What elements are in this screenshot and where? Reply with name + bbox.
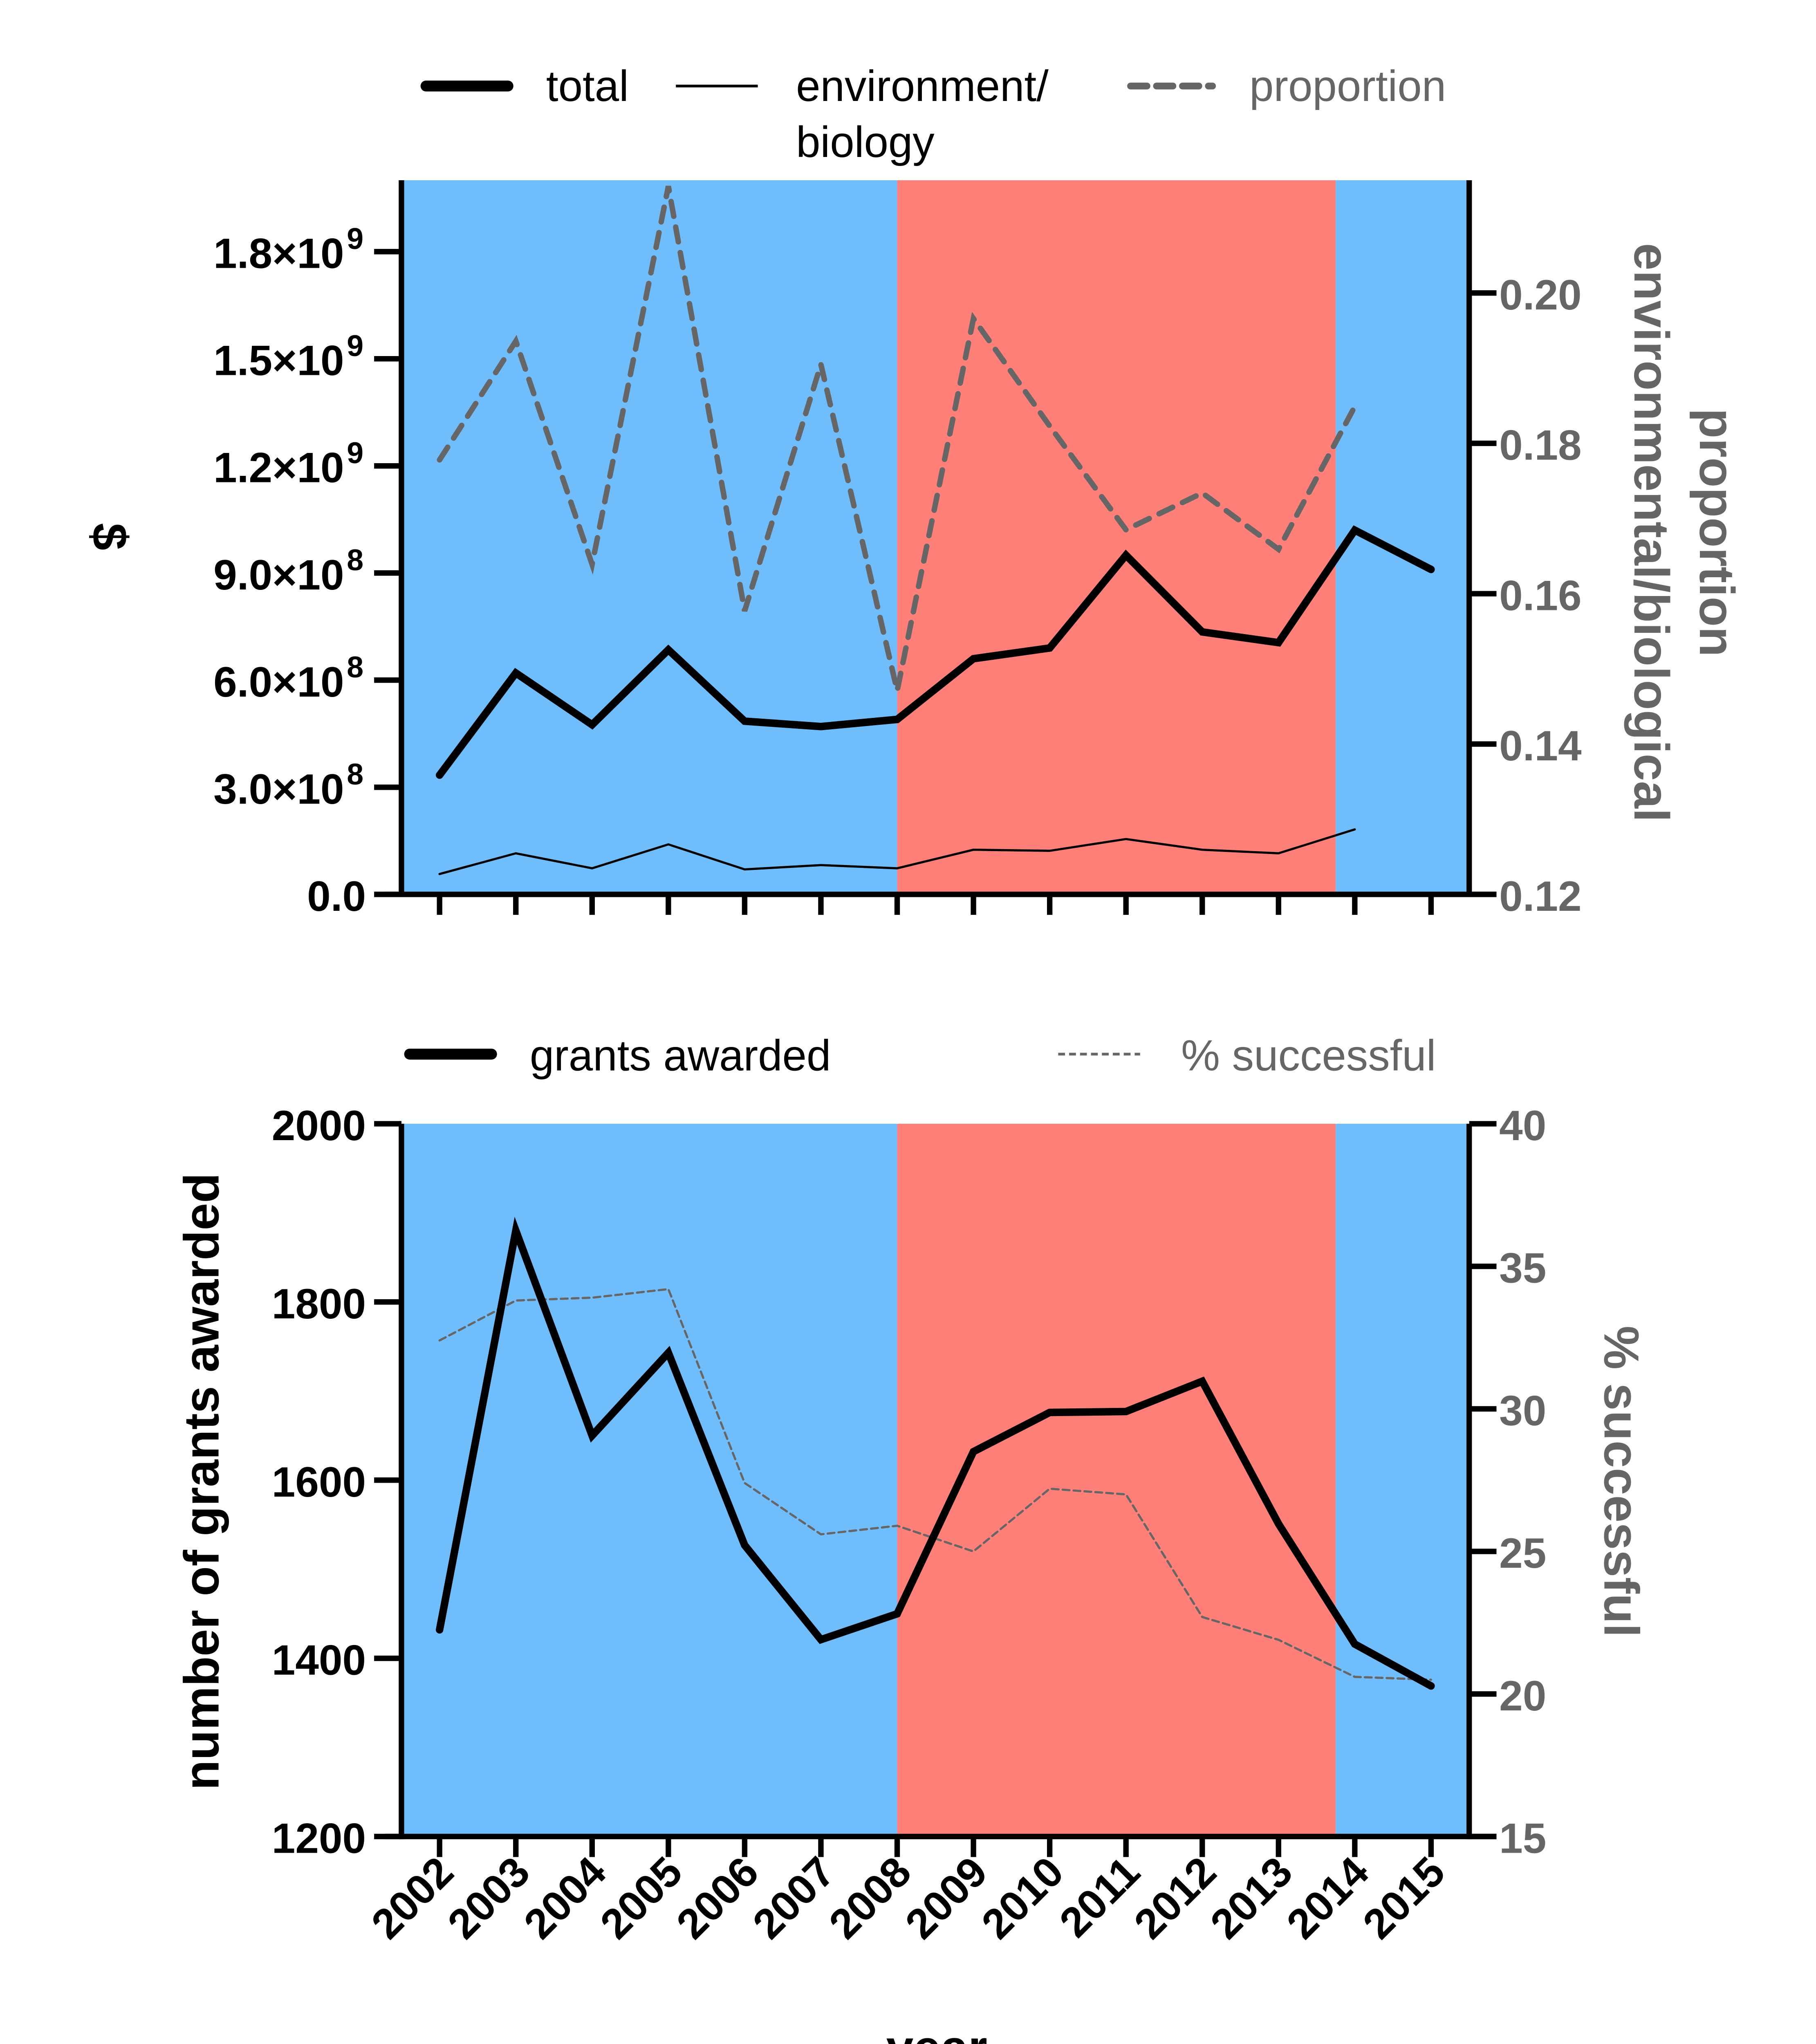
top-axes: 0.03.0×10 86.0×10 89.0×10 81.2×10 91.5×10 91.…	[213, 180, 1582, 920]
series-line-total	[436, 525, 1435, 779]
y-right-tick-label: 20	[1499, 1672, 1546, 1719]
top-right-axis-title-line2: environmental/biological	[1624, 243, 1679, 822]
x-tick-label: 2011	[1050, 1848, 1149, 1946]
y-right-tick-label: 0.14	[1499, 722, 1582, 769]
y-tick-exponent: 8	[347, 757, 363, 791]
y-tick-label: 1.2×10	[213, 444, 344, 491]
bottom-shading	[401, 1123, 1469, 1837]
y-tick-label: 3.0×10	[213, 765, 344, 813]
y-right-tick-label: 25	[1499, 1529, 1546, 1577]
y-tick-label: 2000	[272, 1102, 366, 1149]
x-tick-label: 2008	[820, 1848, 920, 1948]
x-tick-label: 2013	[1201, 1848, 1301, 1948]
y-tick-exponent: 9	[347, 436, 363, 470]
legend-env-label-line2: biology	[796, 117, 935, 166]
y-tick-label: 1400	[272, 1636, 366, 1684]
y-tick-exponent: 9	[347, 329, 363, 363]
x-tick-label: 2006	[667, 1848, 767, 1948]
top-panel: 0.03.0×10 86.0×10 89.0×10 81.2×10 91.5×10 91.…	[82, 180, 1744, 920]
x-tick-label: 2005	[591, 1848, 691, 1948]
series-line-grants-awarded	[436, 1217, 1435, 1690]
x-tick-label: 2004	[515, 1847, 615, 1948]
y-right-tick-label: 30	[1499, 1387, 1546, 1434]
top-legend: total environment/ biology proportion	[420, 61, 1446, 166]
y-right-tick-label: 0.18	[1499, 421, 1581, 469]
x-axis-title: year	[886, 2020, 987, 2044]
legend-success-label: % successful	[1181, 1031, 1436, 1080]
top-series	[436, 186, 1435, 875]
x-tick-label: 2012	[1125, 1848, 1225, 1948]
shaded-region	[897, 180, 1336, 894]
y-tick-label: 1600	[272, 1458, 366, 1506]
x-tick-label: 2015	[1354, 1848, 1454, 1948]
y-right-tick-label: 35	[1499, 1244, 1546, 1292]
bottom-right-axis-title: % successful	[1594, 1326, 1648, 1637]
x-tick-label: 2010	[972, 1848, 1072, 1948]
shaded-region	[401, 1123, 897, 1837]
y-tick-label: 1.5×10	[213, 337, 344, 384]
top-right-axis-title-line1: proportion	[1689, 408, 1744, 657]
y-tick-exponent: 8	[347, 543, 363, 577]
y-right-tick-label: 0.16	[1499, 572, 1581, 619]
x-tick-label: 2014	[1278, 1847, 1378, 1948]
legend-env-label-line1: environment/	[796, 61, 1049, 110]
y-right-tick-label: 15	[1499, 1815, 1546, 1862]
y-right-tick-label: 0.20	[1499, 271, 1581, 318]
legend-proportion-label: proportion	[1249, 61, 1446, 110]
shaded-region	[1336, 180, 1469, 894]
y-tick-label: 9.0×10	[213, 551, 344, 598]
y-tick-label: 1.8×10	[213, 230, 344, 277]
y-tick-label: 0.0	[307, 872, 366, 920]
y-tick-label: 1800	[272, 1280, 366, 1327]
y-right-tick-label: 0.12	[1499, 872, 1581, 920]
bottom-y-axis-title: number of grants awarded	[174, 1173, 229, 1790]
shaded-region	[401, 180, 897, 894]
x-tick-label: 2002	[362, 1848, 462, 1948]
y-tick-label: 1200	[272, 1815, 366, 1862]
y-tick-exponent: 8	[347, 650, 363, 684]
top-y-axis-title: $	[82, 523, 137, 550]
y-tick-exponent: 9	[347, 222, 363, 256]
bottom-series	[436, 1217, 1435, 1690]
x-tick-label: 2009	[896, 1848, 996, 1948]
y-tick-label: 6.0×10	[213, 658, 344, 706]
bottom-panel: 1200 1400 1600 1800 2000 15 20 25 30 35 40 20022003…	[174, 1102, 1648, 2044]
x-tick-label: 2003	[439, 1848, 539, 1948]
x-tick-label: 2007	[744, 1848, 844, 1948]
y-right-tick-label: 40	[1499, 1102, 1546, 1149]
shaded-region	[897, 1123, 1336, 1837]
top-shading	[401, 180, 1469, 894]
shaded-region	[1336, 1123, 1469, 1837]
legend-total-label: total	[546, 61, 629, 110]
bottom-legend: grants awarded % successful	[404, 1031, 1436, 1080]
legend-grants-label: grants awarded	[530, 1031, 831, 1080]
